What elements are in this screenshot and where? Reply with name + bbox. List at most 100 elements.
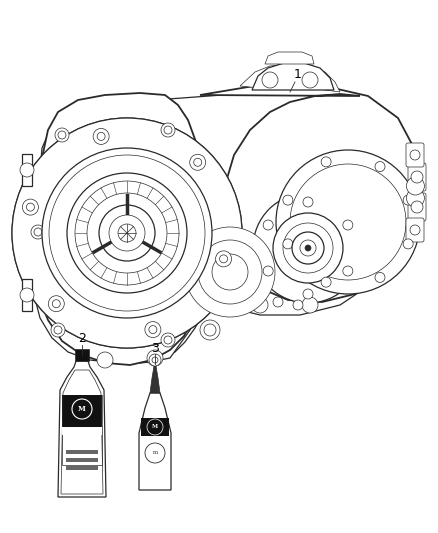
Circle shape	[185, 227, 275, 317]
Polygon shape	[32, 93, 208, 365]
Polygon shape	[22, 279, 32, 311]
Circle shape	[42, 148, 212, 318]
Circle shape	[321, 157, 331, 167]
Circle shape	[49, 155, 205, 311]
Circle shape	[283, 239, 293, 249]
Circle shape	[22, 199, 39, 215]
Circle shape	[149, 354, 161, 366]
Circle shape	[145, 321, 161, 337]
Circle shape	[97, 132, 105, 140]
Circle shape	[190, 154, 206, 170]
Circle shape	[410, 225, 420, 235]
Polygon shape	[252, 63, 334, 90]
Circle shape	[290, 164, 406, 280]
Polygon shape	[265, 52, 314, 64]
Circle shape	[215, 251, 232, 267]
Circle shape	[300, 240, 316, 256]
Circle shape	[403, 239, 413, 249]
Circle shape	[48, 296, 64, 312]
Bar	[62, 395, 102, 427]
Polygon shape	[141, 418, 169, 436]
Text: 3: 3	[151, 342, 159, 354]
Bar	[66, 466, 98, 470]
Circle shape	[149, 326, 157, 334]
FancyBboxPatch shape	[406, 143, 424, 167]
FancyBboxPatch shape	[408, 193, 426, 221]
Circle shape	[343, 266, 353, 276]
FancyBboxPatch shape	[406, 218, 424, 242]
Polygon shape	[200, 85, 418, 302]
Circle shape	[93, 128, 109, 144]
Polygon shape	[75, 349, 89, 361]
Circle shape	[263, 266, 273, 276]
Circle shape	[12, 118, 242, 348]
Circle shape	[51, 323, 65, 337]
Circle shape	[152, 357, 158, 363]
Circle shape	[145, 443, 165, 463]
Circle shape	[161, 123, 175, 137]
Circle shape	[55, 128, 69, 142]
Circle shape	[343, 220, 353, 230]
Circle shape	[72, 399, 92, 419]
Circle shape	[406, 177, 424, 195]
Circle shape	[12, 118, 242, 348]
Circle shape	[273, 213, 343, 283]
Text: 1: 1	[294, 69, 302, 82]
Circle shape	[276, 150, 420, 294]
Circle shape	[194, 158, 202, 166]
Circle shape	[204, 324, 216, 336]
Circle shape	[34, 228, 42, 236]
Circle shape	[161, 333, 175, 347]
Circle shape	[31, 225, 45, 239]
Circle shape	[273, 297, 283, 307]
FancyBboxPatch shape	[408, 163, 426, 191]
Circle shape	[200, 320, 220, 340]
Circle shape	[253, 193, 363, 303]
Polygon shape	[22, 154, 32, 186]
Bar	[66, 450, 98, 454]
Circle shape	[263, 220, 273, 230]
Circle shape	[20, 288, 34, 302]
Circle shape	[305, 245, 311, 251]
Text: M: M	[152, 424, 158, 430]
Circle shape	[164, 336, 172, 344]
Circle shape	[52, 300, 60, 308]
Circle shape	[118, 224, 136, 242]
Polygon shape	[58, 361, 106, 497]
Circle shape	[219, 255, 228, 263]
Circle shape	[375, 161, 385, 172]
Circle shape	[303, 289, 313, 299]
Circle shape	[293, 300, 303, 310]
Circle shape	[410, 150, 420, 160]
Circle shape	[109, 215, 145, 251]
Circle shape	[54, 326, 62, 334]
Polygon shape	[139, 393, 171, 490]
Circle shape	[212, 254, 248, 290]
Text: m: m	[152, 450, 158, 456]
Circle shape	[147, 419, 163, 435]
Circle shape	[302, 297, 318, 313]
Circle shape	[87, 193, 167, 273]
Circle shape	[303, 197, 313, 207]
Circle shape	[406, 189, 424, 207]
Circle shape	[292, 232, 324, 264]
Circle shape	[58, 131, 66, 139]
Polygon shape	[32, 100, 215, 363]
Text: 2: 2	[78, 333, 86, 345]
Bar	[66, 458, 98, 462]
Circle shape	[375, 272, 385, 282]
Circle shape	[198, 240, 262, 304]
Circle shape	[302, 72, 318, 88]
Circle shape	[97, 352, 113, 368]
Polygon shape	[240, 64, 340, 92]
Circle shape	[164, 126, 172, 134]
Polygon shape	[150, 366, 160, 393]
Polygon shape	[140, 90, 405, 363]
Circle shape	[75, 181, 179, 285]
Circle shape	[403, 195, 413, 205]
Circle shape	[99, 205, 155, 261]
Circle shape	[411, 171, 423, 183]
Circle shape	[67, 173, 187, 293]
Circle shape	[20, 163, 34, 177]
Circle shape	[26, 203, 35, 211]
